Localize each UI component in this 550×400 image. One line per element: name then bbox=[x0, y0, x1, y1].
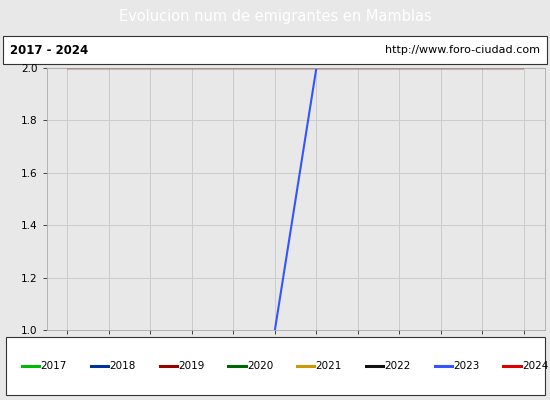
Text: 2024: 2024 bbox=[522, 361, 548, 371]
Text: 2017 - 2024: 2017 - 2024 bbox=[10, 44, 88, 56]
Text: 2021: 2021 bbox=[316, 361, 342, 371]
Text: Evolucion num de emigrantes en Mamblas: Evolucion num de emigrantes en Mamblas bbox=[119, 10, 431, 24]
Text: 2022: 2022 bbox=[384, 361, 411, 371]
Text: 2018: 2018 bbox=[109, 361, 136, 371]
Text: 2023: 2023 bbox=[453, 361, 480, 371]
Text: 2017: 2017 bbox=[41, 361, 67, 371]
Text: http://www.foro-ciudad.com: http://www.foro-ciudad.com bbox=[385, 45, 540, 55]
Text: 2020: 2020 bbox=[247, 361, 273, 371]
Text: 2019: 2019 bbox=[178, 361, 205, 371]
